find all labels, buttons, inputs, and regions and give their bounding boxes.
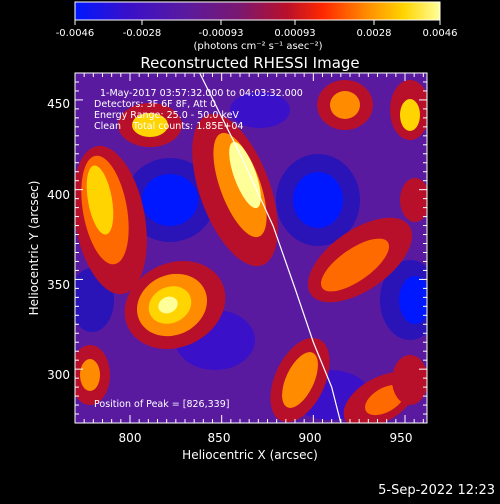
emission-spot [400, 178, 427, 222]
colorbar-tick-label: -0.00093 [199, 28, 244, 39]
y-tick-label: 350 [47, 278, 70, 292]
x-axis-label: Heliocentric X (arcsec) [182, 448, 318, 462]
colorbar-tick-labels: -0.0046 -0.0028 -0.00093 0.00093 0.0028 … [56, 28, 458, 39]
emission-ridge [229, 141, 261, 209]
y-tick-label: 450 [47, 97, 70, 111]
colorbar-gradient [74, 1, 441, 21]
emission-spot [330, 91, 360, 119]
energy-range-annotation: Energy Range: 25.0 - 50.0 keV [94, 110, 239, 121]
chart-title: Reconstructed RHESSI Image [140, 54, 359, 72]
x-tick-label: 950 [390, 431, 413, 445]
emission-spot [132, 113, 168, 137]
emission-ridge [86, 165, 114, 235]
negative-region [230, 92, 290, 128]
axis-ticks [75, 72, 427, 423]
x-tick-labels: 800 850 900 950 [119, 431, 413, 445]
colorbar-units: (photons cm⁻² s⁻¹ asec⁻²) [193, 41, 322, 52]
plot-frame [74, 72, 428, 424]
y-tick-label: 300 [47, 368, 70, 382]
observation-annotations: 1-May-2017 03:57:32.000 to 04:03:32.000 … [94, 88, 303, 132]
y-tick-labels: 300 350 400 450 [47, 97, 70, 382]
emission-peak [158, 296, 178, 314]
emission-spot [80, 359, 100, 391]
colorbar-tick-label: 0.0046 [423, 28, 458, 39]
solar-limb-curve [199, 73, 342, 423]
x-tick-label: 800 [119, 431, 142, 445]
colorbar-tick-label: 0.0028 [357, 28, 392, 39]
colorbar-tick-label: -0.0028 [123, 28, 162, 39]
date-stamp: 5-Sep-2022 12:23 [378, 483, 495, 498]
time-range-annotation: 1-May-2017 03:57:32.000 to 04:03:32.000 [100, 88, 303, 99]
y-tick-label: 400 [47, 188, 70, 202]
colorbar-ticks [74, 20, 441, 25]
colorbar-tick-label: 0.00093 [274, 28, 315, 39]
colorbar-tick-label: -0.0046 [56, 28, 95, 39]
colorbar: -0.0046 -0.0028 -0.00093 0.00093 0.0028 … [56, 1, 458, 52]
clean-counts-annotation: Clean Total counts: 1.85E+04 [94, 121, 243, 132]
emission-spot [392, 355, 427, 405]
peak-position-annotation: Position of Peak = [826,339] [94, 399, 229, 410]
x-tick-label: 850 [208, 431, 231, 445]
emission-ridge [320, 238, 390, 292]
negative-region [293, 172, 343, 228]
detectors-annotation: Detectors: 3F 6F 8F, Att 0 [94, 99, 216, 110]
x-tick-label: 900 [299, 431, 322, 445]
y-axis-label: Heliocentric Y (arcsec) [27, 181, 41, 316]
emission-ridge [282, 352, 318, 408]
heatmap-image [75, 73, 427, 423]
emission-spot [400, 99, 420, 131]
negative-region [399, 276, 427, 324]
negative-region [142, 174, 198, 226]
